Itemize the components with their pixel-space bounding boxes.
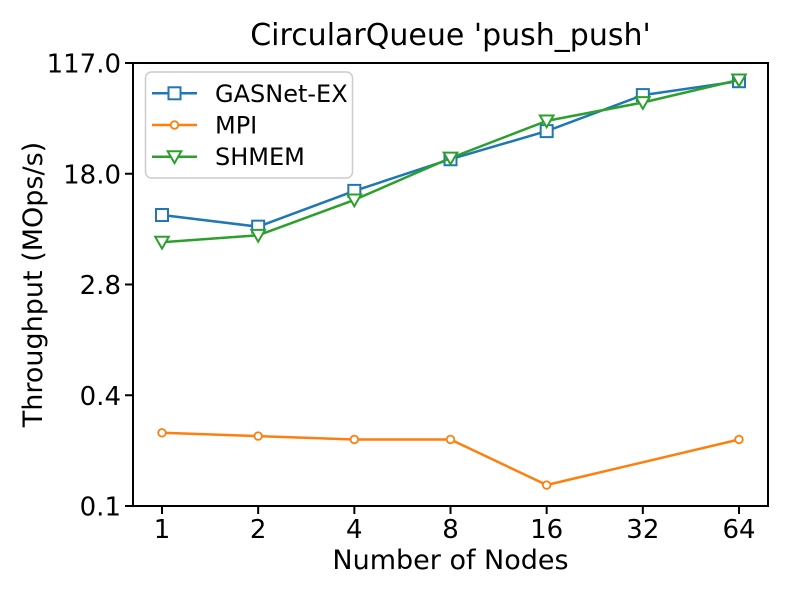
circle-marker [253,431,263,441]
legend-box [144,71,354,179]
y-tick-label: 2.8 [80,271,121,301]
triangle-down-marker [441,151,460,167]
circle-marker [157,428,167,438]
triangle-down-marker [538,114,556,130]
x-tick-label: 16 [530,515,563,545]
x-tick-label: 2 [250,515,267,545]
circle-marker [349,434,360,445]
x-tick-label: 64 [722,515,755,545]
y-tick-label: 18.0 [63,160,121,190]
y-axis-label: Throughput (MOps/s) [18,142,49,428]
legend-label: MPI [215,112,257,140]
circle-marker [734,434,744,445]
square-marker [155,208,169,223]
triangle-down-marker [153,235,171,251]
x-axis-label: Number of Nodes [332,545,568,576]
square-marker [167,86,182,101]
circle-marker [445,434,456,445]
x-tick-label: 1 [154,515,171,545]
circle-marker [541,480,552,490]
circle-marker [169,120,180,130]
y-tick-label: 0.1 [80,493,121,523]
triangle-down-marker [165,150,184,166]
triangle-down-marker [634,96,652,111]
triangle-down-marker [345,193,363,209]
y-tick-label: 117.0 [47,50,121,80]
x-tick-label: 32 [626,515,659,545]
legend-label: GASNet-EX [215,80,348,108]
x-tick-label: 8 [442,515,459,545]
triangle-down-marker [730,73,748,89]
x-tick-label: 4 [346,515,363,545]
legend-label: SHMEM [215,143,305,171]
chart-title: CircularQueue 'push_push' [250,18,651,53]
series-line-mpi [160,431,741,487]
y-tick-label: 0.4 [80,382,121,412]
triangle-down-marker [249,228,267,244]
